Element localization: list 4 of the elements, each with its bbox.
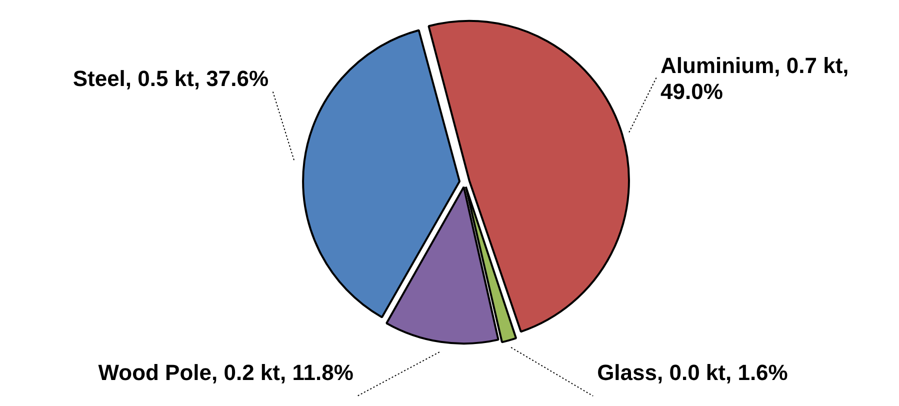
slice-label: Glass, 0.0 kt, 1.6% xyxy=(597,360,788,386)
slice-label: Aluminium, 0.7 kt, 49.0% xyxy=(660,53,849,104)
slice-label: Steel, 0.5 kt, 37.6% xyxy=(72,66,269,92)
slice-label: Wood Pole, 0.2 kt, 11.8% xyxy=(98,360,354,386)
